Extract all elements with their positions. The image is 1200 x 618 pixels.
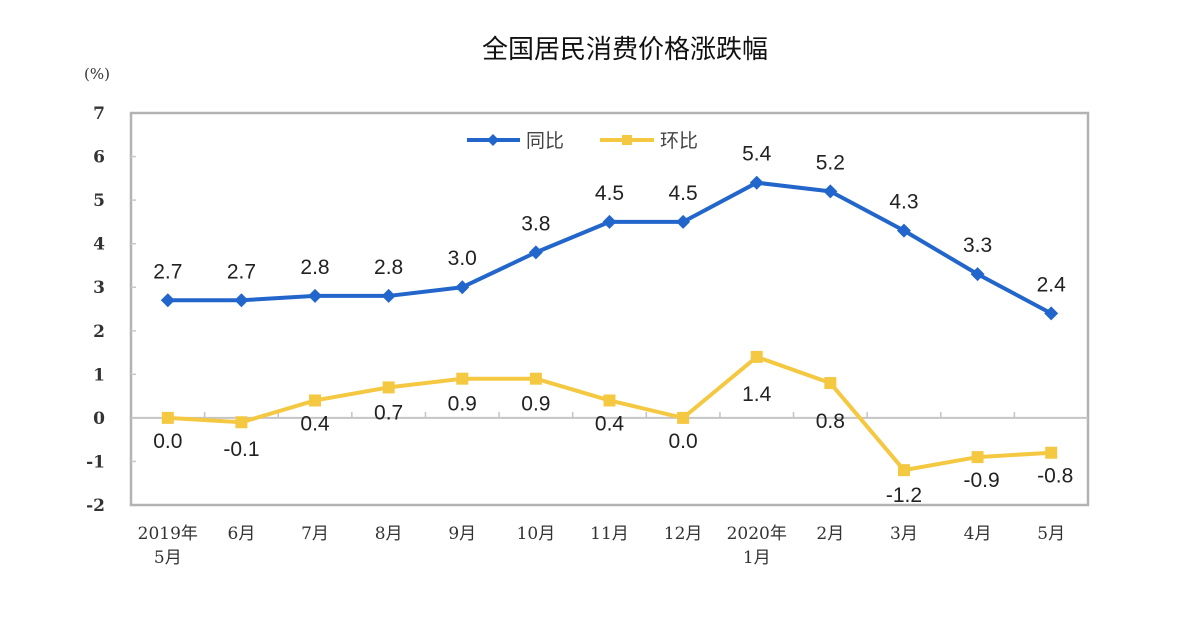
square-marker-icon [971,451,984,464]
square-marker-icon [382,381,395,394]
x-tick-label: 1月 [743,548,771,568]
data-label: 2.7 [153,260,182,283]
data-label: 0.9 [521,393,550,416]
data-label: 3.0 [448,247,477,270]
legend-item-yoy[interactable]: 同比 [467,130,564,152]
y-axis-unit-label: (%) [84,65,110,83]
diamond-marker-icon [160,293,175,308]
y-tick-label: 7 [93,104,105,124]
data-label: 0.9 [448,393,477,416]
data-label: 4.5 [669,182,698,205]
diamond-marker-icon [308,288,323,303]
data-label: 0.4 [595,412,625,435]
y-tick-label: 0 [93,409,105,429]
data-label: 0.0 [153,430,182,453]
data-label: -1.2 [886,484,922,507]
chart-title: 全国居民消费价格涨跌幅 [482,35,768,65]
data-label: 5.2 [816,151,845,174]
x-tick-label: 11月 [590,524,629,544]
data-labels: 2.7 2.7 2.8 2.8 3.0 3.8 4.5 4.5 5.4 5.2 4.3 3.3 2.4 0… [153,143,1073,507]
data-label: 3.3 [963,234,992,257]
x-axis: 2019年 5月 6月 7月 8月 9月 10月 11月 12月 2020年 1月 2月 3月 4月 5月 [131,411,1088,568]
x-tick-label: 3月 [890,524,918,544]
y-tick-label: 3 [93,278,105,298]
x-tick-label: 9月 [448,524,476,544]
square-marker-icon [456,372,469,385]
x-tick-label: 12月 [664,524,703,544]
data-label: 1.4 [742,383,772,406]
data-label: 5.4 [742,143,772,166]
y-axis: 7 6 5 4 3 2 1 0 -1 -2 [86,104,136,516]
y-tick-label: 5 [93,191,105,211]
square-marker-icon [603,394,616,407]
diamond-marker-icon [676,214,691,229]
x-tick-label: 5月 [1037,524,1065,544]
diamond-marker-icon [487,134,499,146]
square-marker-icon [161,411,174,424]
diamond-marker-icon [602,214,617,229]
legend-label-mom: 环比 [660,130,698,152]
data-label: 2.8 [300,256,329,279]
x-tick-label: 2019年 [138,524,198,544]
data-label: 0.0 [669,430,698,453]
square-marker-icon [235,416,248,429]
diamond-marker-icon [455,280,470,295]
diamond-marker-icon [381,288,396,303]
data-label: 0.8 [816,410,845,433]
x-tick-label: 4月 [964,524,992,544]
y-tick-label: 4 [93,235,105,255]
series-layer [160,175,1059,477]
square-marker-icon [750,350,763,363]
data-label: 2.7 [227,260,256,283]
diamond-marker-icon [896,223,911,238]
x-tick-label: 5月 [154,548,182,568]
data-label: 2.4 [1037,273,1067,296]
plot-area [129,111,1090,507]
data-label: 0.4 [300,412,330,435]
data-label: 3.8 [521,212,550,235]
square-marker-icon [309,394,322,407]
legend-label-yoy: 同比 [526,130,564,152]
square-marker-icon [677,411,690,424]
data-label: 0.7 [374,401,403,424]
square-marker-icon [897,464,910,477]
x-tick-label: 6月 [228,524,256,544]
x-tick-label: 8月 [375,524,403,544]
square-marker-icon [622,135,632,145]
diamond-marker-icon [1044,306,1059,321]
x-tick-label: 10月 [517,524,556,544]
data-label: 4.3 [889,191,918,214]
x-tick-label: 7月 [301,524,329,544]
x-tick-label: 2月 [816,524,844,544]
square-marker-icon [529,372,542,385]
diamond-marker-icon [970,267,985,282]
data-label: 2.8 [374,256,403,279]
diamond-marker-icon [528,245,543,260]
legend: 同比 环比 [467,130,698,152]
data-label: 4.5 [595,182,624,205]
y-tick-label: 2 [93,322,105,342]
x-tick-label: 2020年 [727,524,787,544]
diamond-marker-icon [234,293,249,308]
diamond-marker-icon [823,184,838,199]
data-label: -0.9 [963,469,999,492]
y-tick-label: -2 [86,496,105,516]
square-marker-icon [824,377,837,390]
data-label: -0.8 [1037,465,1073,488]
y-tick-label: 6 [93,148,105,168]
data-label: -0.1 [223,438,259,461]
square-marker-icon [1045,446,1058,459]
legend-item-mom[interactable]: 环比 [600,130,698,152]
diamond-marker-icon [749,175,764,190]
y-tick-label: -1 [86,452,105,472]
y-tick-label: 1 [93,365,105,385]
